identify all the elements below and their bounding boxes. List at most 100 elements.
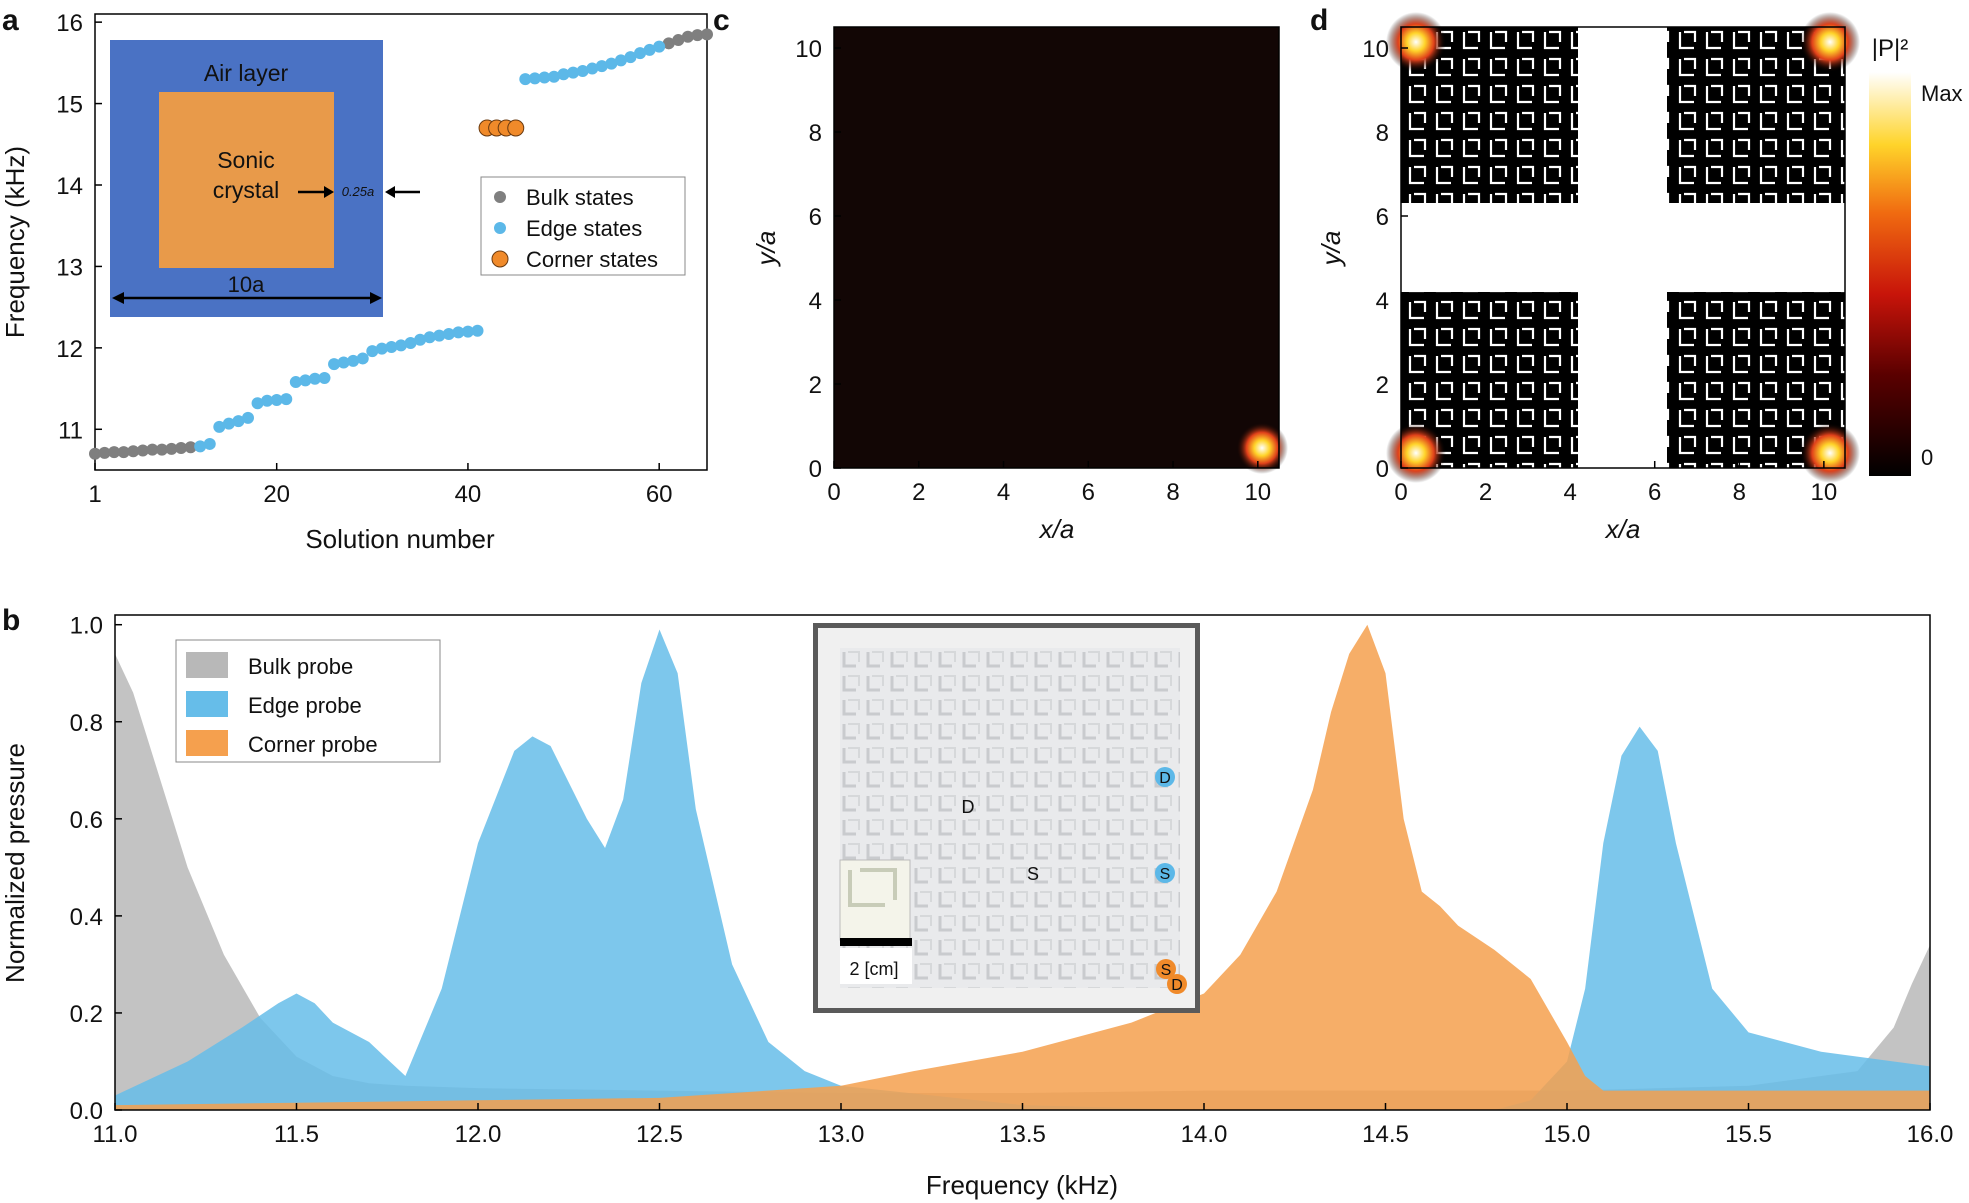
panel-d-hotspot-top-right [1800, 12, 1860, 72]
photo-edge-d: D [1159, 770, 1171, 787]
bulk-states-point [701, 28, 713, 41]
edge-states-point [385, 341, 398, 354]
edge-states-point [318, 371, 331, 384]
panel-b-ylabel: Normalized pressure [0, 743, 30, 983]
photo-scale-box [840, 948, 912, 984]
panel-b-xlabel: Frequency (kHz) [926, 1170, 1118, 1200]
legend-edge-marker [494, 222, 506, 234]
edge-states-point [213, 420, 226, 433]
photo-zoom-shape [848, 868, 897, 907]
bulk-states-point [98, 446, 111, 459]
inset-size-label: 10a [228, 272, 265, 297]
legend-corner-label: Corner states [526, 247, 658, 272]
panel-d-hotspot-top-left [1386, 12, 1446, 72]
x-tick-label: 0 [827, 479, 840, 506]
edge-states-point [433, 329, 446, 342]
panel-a-ylabel: Frequency (kHz) [0, 146, 30, 338]
edge-states-point [643, 43, 656, 56]
legend-bulk-label: Bulk states [526, 185, 634, 210]
legend-corner-marker [491, 250, 509, 268]
x-tick-label: 14.0 [1181, 1121, 1228, 1148]
y-tick-label: 4 [809, 288, 822, 315]
y-tick-label: 0.0 [70, 1098, 103, 1125]
edge-states-point [280, 393, 293, 406]
legend-bulk-marker [494, 191, 506, 203]
y-tick-label: 11 [58, 417, 83, 444]
bulk-states-point [165, 442, 178, 455]
panel-d-ticks: 0 2 4 6 8 10 0 2 4 6 8 10 [1362, 36, 1837, 506]
x-tick-label: 12.0 [455, 1121, 502, 1148]
edge-states-point [270, 393, 283, 406]
colorbar-gradient [1869, 72, 1911, 476]
y-tick-label: 0.6 [70, 807, 103, 834]
edge-states-point [471, 324, 484, 337]
panel-d-frame [1400, 26, 1846, 469]
y-tick-label: 16 [56, 10, 83, 37]
edge-states-point [242, 411, 254, 424]
photo-bulk-d: D [962, 797, 975, 817]
panel-a-legend: Bulk states Edge states Corner states [480, 176, 686, 276]
edge-states-point [557, 68, 570, 81]
x-tick-label: 10 [1244, 479, 1271, 506]
x-tick-label: 60 [646, 481, 673, 508]
photo-edge-s: S [1160, 866, 1171, 883]
y-tick-label: 0.8 [70, 710, 103, 737]
panel-b: 11.0 11.5 12.0 12.5 13.0 13.5 14.0 14.5 15.0 15.5… [0, 613, 1953, 1200]
bulk-states-point [175, 442, 188, 455]
bulk-states-point [155, 443, 168, 456]
bulk-states-point [146, 443, 159, 456]
panel-label-c: c [713, 4, 730, 37]
x-tick-label: 15.5 [1725, 1121, 1772, 1148]
edge-states-point [528, 72, 541, 85]
y-tick-label: 10 [795, 36, 822, 63]
edge-states-point [261, 394, 274, 407]
bulk-states-point [108, 446, 121, 459]
bulk-states-point [691, 29, 704, 42]
x-tick-label: 12.5 [636, 1121, 683, 1148]
edge-states-point [614, 54, 627, 67]
photo-edge-s-marker [1155, 863, 1175, 883]
y-tick-label: 14 [56, 173, 83, 200]
edge-states-point [653, 40, 666, 53]
panel-d-colorbar: |P|² Max 0 [1869, 35, 1963, 476]
x-tick-label: 14.5 [1362, 1121, 1409, 1148]
photo-corner-s: S [1161, 962, 1172, 979]
bulk-states-point [127, 445, 140, 458]
edge-states-point [347, 354, 360, 367]
inset-gap-label: 0.25a [342, 184, 375, 199]
edge-states-point [548, 70, 560, 83]
panel-b-areas [115, 624, 1930, 1110]
colorbar-min-label: 0 [1921, 445, 1933, 470]
inset-crystal-label-2: crystal [213, 177, 279, 203]
edge-states-point [366, 345, 379, 358]
y-tick-label: 8 [1376, 120, 1389, 147]
legend-corner-probe-swatch [186, 730, 228, 756]
panel-label-d: d [1310, 4, 1328, 37]
edge-states-point [232, 415, 245, 428]
edge-states-point [194, 440, 207, 453]
inset-sonic-crystal [159, 92, 334, 268]
x-tick-label: 6 [1082, 479, 1095, 506]
panel-c-ylabel: y/a [751, 231, 781, 268]
edge-states-point [356, 352, 369, 365]
y-tick-label: 2 [809, 372, 822, 399]
edge-states-point [605, 57, 618, 70]
panel-c-frame [833, 26, 1280, 469]
legend-bulk-probe-label: Bulk probe [248, 654, 353, 679]
edge-states-point [519, 73, 532, 86]
edge-states-point [595, 60, 608, 73]
photo-corner-d: D [1171, 977, 1183, 994]
y-tick-label: 1.0 [70, 613, 103, 640]
legend-edge-probe-swatch [186, 691, 228, 717]
legend-edge-label: Edge states [526, 216, 642, 241]
x-tick-label: 4 [1563, 479, 1576, 506]
photo-scale-bar [840, 938, 912, 946]
y-tick-label: 0.4 [70, 904, 103, 931]
photo-corner-s-marker [1156, 959, 1176, 979]
inset-crystal-label-1: Sonic [217, 147, 275, 173]
panel-label-b: b [2, 604, 20, 637]
x-tick-label: 16.0 [1907, 1121, 1954, 1148]
panel-b-ticks: 11.0 11.5 12.0 12.5 13.0 13.5 14.0 14.5 15.0 15.5… [70, 613, 1954, 1148]
edge-states-point [442, 328, 455, 341]
x-tick-label: 20 [263, 481, 290, 508]
